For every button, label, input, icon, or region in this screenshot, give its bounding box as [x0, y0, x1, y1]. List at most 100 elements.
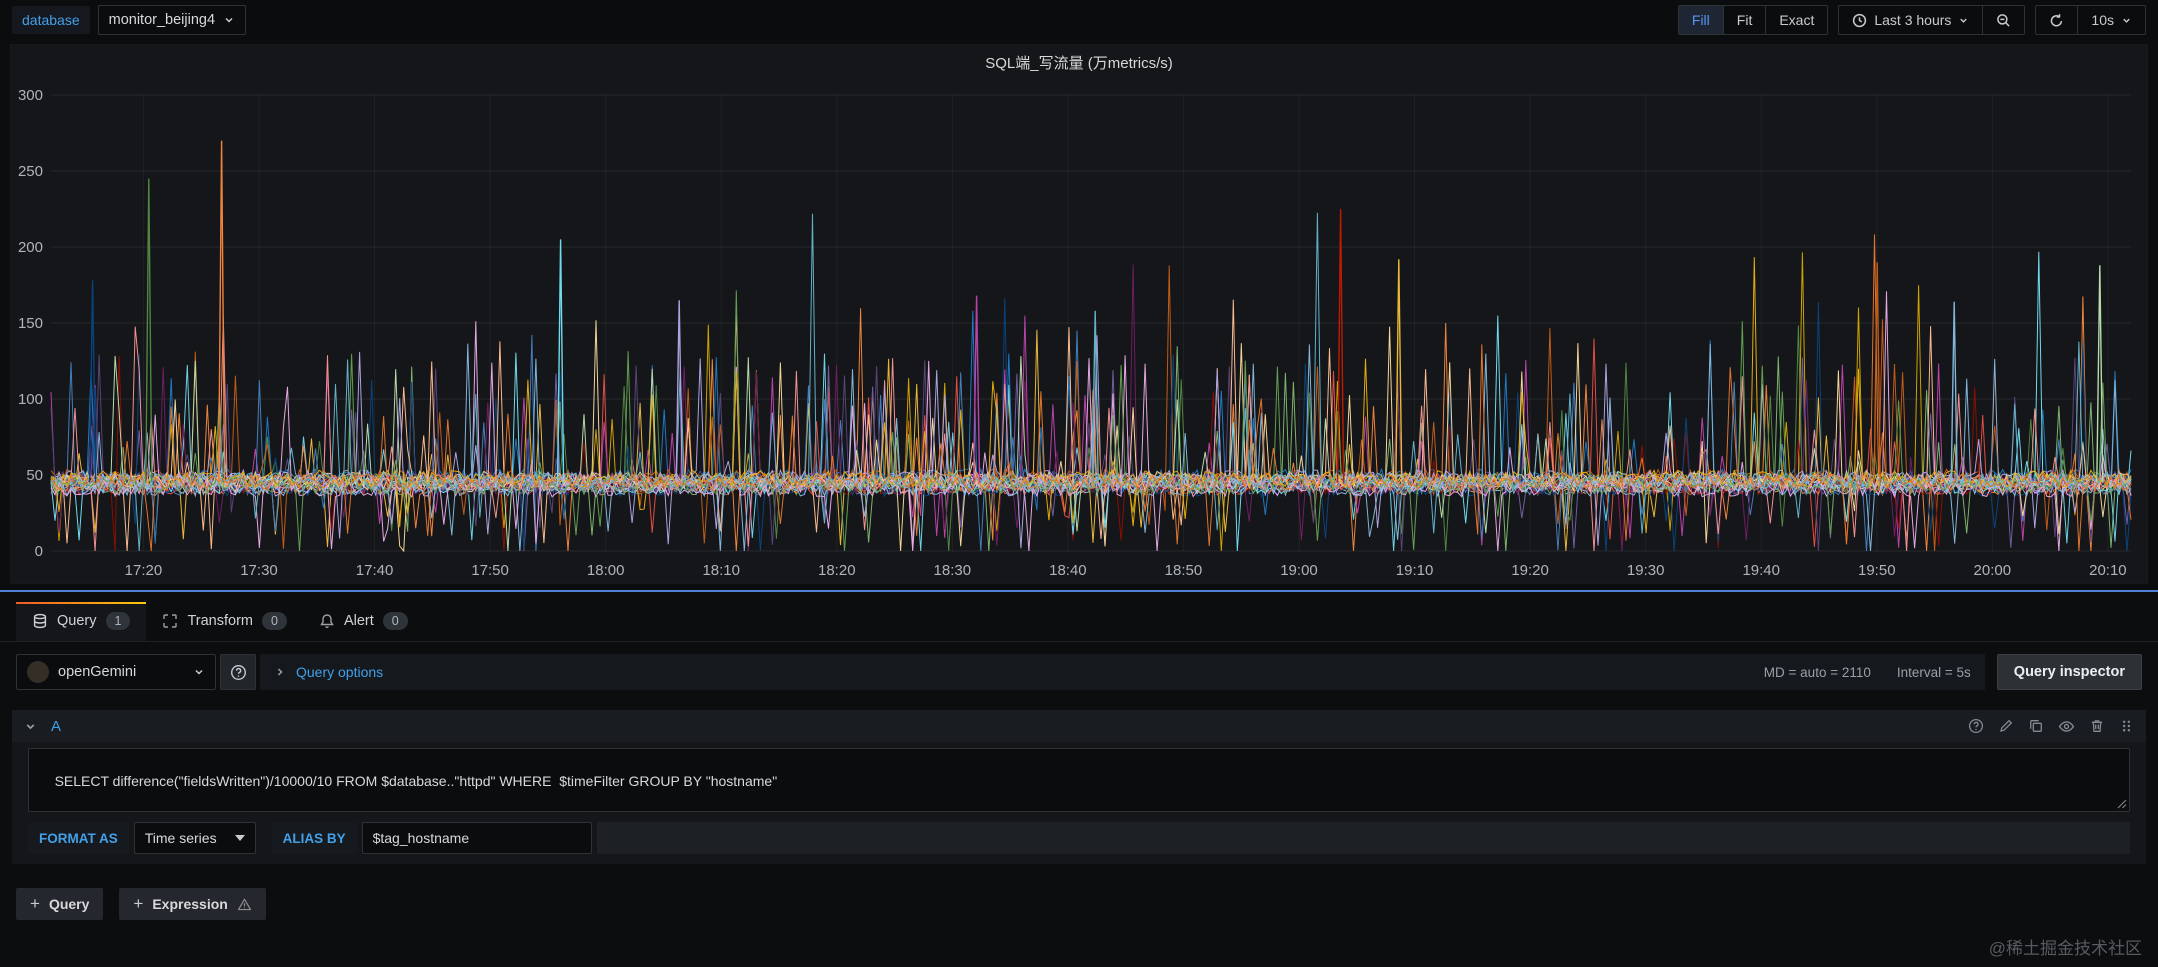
x-axis-tick-label: 18:50 [1165, 562, 1203, 579]
notable-spike [972, 295, 981, 483]
y-axis-tick-label: 300 [18, 87, 43, 104]
query-row-actions [1968, 718, 2134, 735]
max-data-points-text: MD = auto = 2110 [1763, 664, 1871, 680]
x-axis-tick-label: 18:40 [1049, 562, 1087, 579]
query-help-icon[interactable] [1968, 718, 1984, 734]
query-options-toggle[interactable]: Query options [274, 664, 383, 680]
x-axis-tick-label: 18:10 [702, 562, 740, 579]
query-ref-id[interactable]: A [51, 717, 62, 735]
x-axis-tick-label: 19:50 [1858, 562, 1896, 579]
query-row-header: A [12, 710, 2146, 742]
x-axis-tick-label: 19:40 [1742, 562, 1780, 579]
interval-text: Interval = 5s [1896, 664, 1971, 680]
add-expression-button[interactable]: + Expression [119, 888, 266, 920]
alias-by-label: ALIAS BY [271, 822, 357, 854]
alias-by-value: $tag_hostname [372, 830, 470, 846]
time-series-chart[interactable]: 0 50 100 150 200 250 300 17:20 17:30 17:40 17:50 18… [11, 79, 2149, 585]
notable-spike [145, 178, 153, 483]
editor-tabbar: Query 1 Transform 0 Alert 0 [0, 592, 2158, 642]
database-icon [32, 613, 48, 629]
refresh-group: 10s [2035, 5, 2146, 35]
query-options-strip: Query options MD = auto = 2110 Interval … [260, 654, 1985, 690]
zoom-out-button[interactable] [1983, 5, 2026, 35]
view-mode-exact-button[interactable]: Exact [1766, 5, 1829, 35]
series-line [50, 291, 2132, 552]
notable-spike [1395, 259, 1403, 483]
remove-query-trash-icon[interactable] [2089, 718, 2105, 734]
caret-down-icon [234, 835, 245, 841]
chevron-down-icon [223, 14, 235, 26]
format-as-select[interactable]: Time series [133, 822, 256, 854]
magnifier-minus-icon [1996, 13, 2011, 28]
query-text: SELECT difference("fieldsWritten")/10000… [54, 773, 778, 789]
y-axis-tick-label: 150 [18, 315, 43, 332]
drag-handle-icon[interactable] [2119, 718, 2134, 734]
x-axis-tick-label: 20:10 [2089, 562, 2127, 579]
disable-query-eye-icon[interactable] [2058, 718, 2075, 735]
plus-icon: + [133, 894, 144, 913]
query-options-summary: MD = auto = 2110 Interval = 5s [1764, 665, 1971, 680]
x-axis-tick-label: 18:30 [934, 562, 972, 579]
view-mode-group: Fill Fit Exact [1677, 5, 1829, 35]
notable-spike [217, 140, 226, 483]
alias-by-input[interactable]: $tag_hostname [361, 822, 592, 854]
series-line [50, 212, 2132, 552]
datasource-help-button[interactable] [220, 654, 256, 690]
transform-icon [162, 613, 178, 629]
notable-spike [2096, 265, 2104, 483]
tab-alert-label: Alert [343, 613, 374, 629]
panel-title[interactable]: SQL端_写流量 (万metrics/s) [985, 54, 1173, 72]
add-query-button[interactable]: + Query [16, 888, 104, 920]
top-navigation-bar: database monitor_beijing4 Fill Fit Exact… [0, 0, 2158, 40]
y-axis-tick-label: 0 [35, 543, 43, 560]
bell-icon [319, 613, 335, 629]
refresh-interval-dropdown[interactable]: 10s [2078, 5, 2146, 35]
x-axis-tick-label: 17:40 [356, 562, 394, 579]
chevron-down-icon [193, 666, 205, 678]
template-variable-group: database monitor_beijing4 [12, 5, 247, 35]
notable-spike [556, 239, 565, 483]
chevron-down-icon [1958, 15, 1969, 26]
x-axis-tick-label: 17:50 [471, 562, 509, 579]
query-inspector-button[interactable]: Query inspector [1996, 654, 2142, 690]
refresh-button[interactable] [2035, 5, 2079, 35]
x-axis-tick-label: 18:20 [818, 562, 856, 579]
notable-spike [1873, 262, 1881, 483]
textarea-resize-grip[interactable] [2116, 798, 2127, 809]
view-mode-fill-button[interactable]: Fill [1677, 5, 1724, 35]
tab-query-label: Query [57, 613, 97, 629]
tab-transform[interactable]: Transform 0 [146, 602, 302, 641]
add-expression-label: Expression [152, 896, 228, 912]
y-axis-tick-label: 50 [26, 467, 43, 484]
bottom-actions: + Query + Expression [16, 888, 2142, 920]
x-axis-tick-label: 20:00 [1974, 562, 2012, 579]
x-axis-tick-label: 17:30 [240, 562, 278, 579]
view-mode-fit-button[interactable]: Fit [1723, 5, 1767, 35]
refresh-interval-label: 10s [2091, 12, 2114, 28]
tab-transform-label: Transform [187, 613, 253, 629]
warning-triangle-icon [237, 897, 252, 912]
tab-query[interactable]: Query 1 [16, 602, 147, 641]
tab-alert-count: 0 [382, 612, 408, 630]
time-range-label: Last 3 hours [1874, 12, 1952, 28]
variable-value-dropdown[interactable]: monitor_beijing4 [97, 5, 247, 35]
query-text-editor[interactable]: SELECT difference("fieldsWritten")/10000… [28, 748, 2130, 812]
notable-spike [1336, 208, 1345, 483]
x-axis-tick-label: 18:00 [587, 562, 625, 579]
panel-resize-handle[interactable] [0, 590, 2158, 592]
tab-alert[interactable]: Alert 0 [303, 602, 424, 641]
format-row-filler [596, 822, 2130, 854]
x-axis-tick-label: 19:00 [1280, 562, 1318, 579]
series-line [50, 234, 2132, 552]
duplicate-query-icon[interactable] [2028, 718, 2044, 734]
datasource-picker[interactable]: openGemini [16, 654, 216, 690]
clock-icon [1852, 13, 1867, 28]
y-axis-tick-label: 250 [18, 163, 43, 180]
variable-label-database[interactable]: database [12, 6, 90, 34]
y-axis-tick-label: 100 [18, 391, 43, 408]
format-row: FORMAT AS Time series ALIAS BY $tag_host… [28, 822, 2130, 854]
time-range-picker[interactable]: Last 3 hours [1838, 5, 1984, 35]
add-query-label: Query [48, 896, 90, 912]
collapse-chevron-icon[interactable] [24, 720, 37, 733]
edit-mode-pencil-icon[interactable] [1998, 718, 2014, 734]
